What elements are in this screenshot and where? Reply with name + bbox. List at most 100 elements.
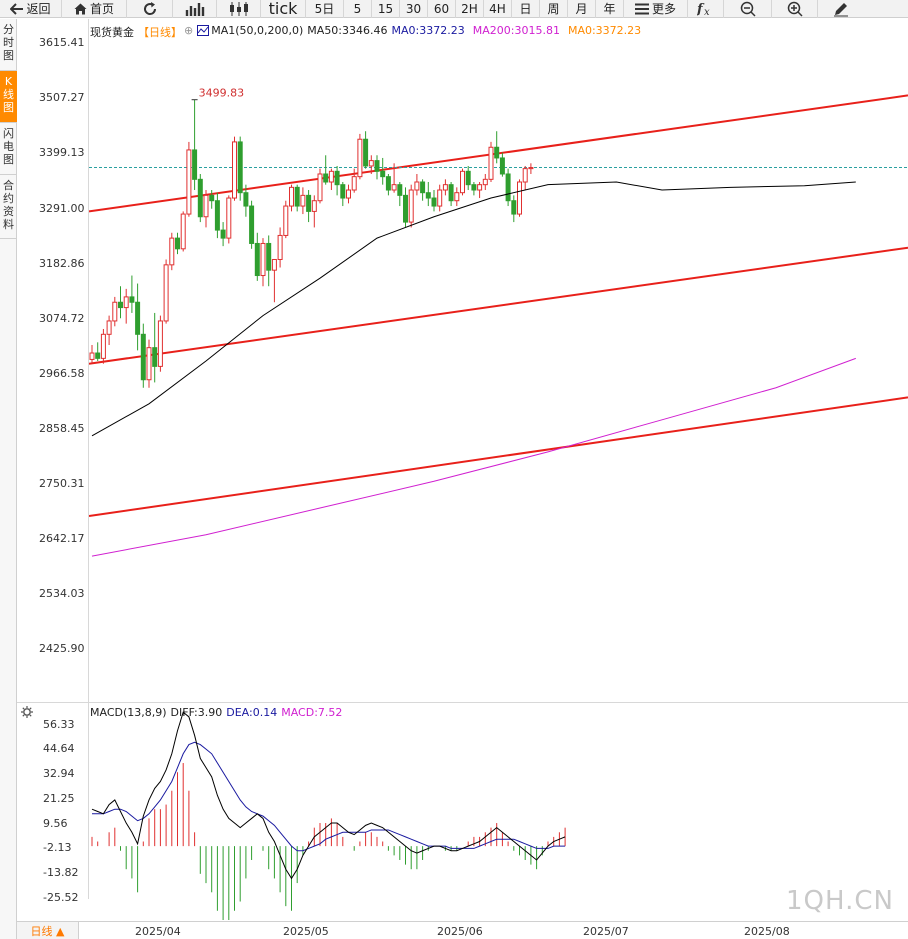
refresh-button[interactable] <box>127 0 173 18</box>
price-tick: 3507.27 <box>39 91 85 104</box>
candle-body <box>437 189 443 207</box>
period-15min[interactable]: 15 <box>372 0 400 18</box>
macd-params: MACD(13,8,9) <box>90 706 167 719</box>
candle-body <box>403 194 408 223</box>
price-tick: 3074.72 <box>39 312 85 325</box>
candle-body <box>118 301 123 309</box>
candle-body <box>135 301 141 335</box>
settings-icon[interactable] <box>21 706 33 718</box>
tick-button[interactable]: tick <box>261 0 306 18</box>
macd-tick: -2.13 <box>43 841 72 854</box>
candle-body <box>420 181 426 194</box>
candle-body <box>306 194 312 212</box>
toolbar: 返回 首页 tick 5日 5 15 30 60 2H 4H 日 周 月 年 更… <box>0 0 908 18</box>
date-tick: 2025/08 <box>744 925 790 938</box>
candle-body <box>146 347 152 381</box>
candle-body <box>106 320 112 335</box>
period-4h[interactable]: 4H <box>484 0 512 18</box>
candle-body <box>408 189 414 223</box>
macd-chart[interactable] <box>89 703 908 920</box>
macd-tick: 9.56 <box>43 817 68 830</box>
candle-body <box>197 178 203 218</box>
indicator-chart-icon <box>197 25 210 36</box>
candle-body <box>100 333 106 359</box>
period-label[interactable]: 【日线】 <box>138 26 182 39</box>
candle-body <box>357 138 363 178</box>
more-label: 更多 <box>651 2 676 16</box>
back-label: 返回 <box>26 2 51 16</box>
price-tick: 2642.17 <box>39 532 85 545</box>
candle-body <box>294 186 300 207</box>
candle-body <box>232 141 237 199</box>
tab-contract-info[interactable]: 合约资料 <box>0 175 17 239</box>
more-button[interactable]: 更多 <box>624 0 688 18</box>
period-30min[interactable]: 30 <box>400 0 428 18</box>
price-tick: 2750.31 <box>39 477 85 490</box>
candle-body <box>237 141 243 194</box>
candle-chart-type-button[interactable] <box>217 0 261 18</box>
candle-body <box>169 237 175 266</box>
candle-body <box>346 189 351 199</box>
candle-body <box>499 157 505 175</box>
period-60min[interactable]: 60 <box>428 0 456 18</box>
svg-text:f: f <box>697 2 705 16</box>
candle-body <box>351 176 357 191</box>
candle-body <box>180 213 186 250</box>
period-2h[interactable]: 2H <box>456 0 484 18</box>
high-price-label: 3499.83 <box>199 87 245 100</box>
tab-flash-chart[interactable]: 闪电图 <box>0 123 17 175</box>
candle-body <box>203 194 209 218</box>
macd-dif-line <box>91 711 566 880</box>
macd-tick: -13.82 <box>43 866 79 879</box>
candle-body <box>254 242 260 277</box>
candle-body <box>465 170 471 186</box>
candle-body <box>289 186 294 207</box>
draw-button[interactable] <box>818 0 864 18</box>
time-axis: 日线 ▲ 2025/04 2025/05 2025/06 2025/07 202… <box>17 921 908 939</box>
menu-icon <box>634 3 649 14</box>
tab-time-share[interactable]: 分时图 <box>0 19 17 71</box>
candle-body <box>328 170 334 183</box>
candle-body <box>442 184 448 191</box>
bar-chart-type-button[interactable] <box>173 0 217 18</box>
candle-body <box>334 170 340 186</box>
period-year[interactable]: 年 <box>596 0 624 18</box>
price-tick: 3399.13 <box>39 146 85 159</box>
ma50-value: MA50:3346.46 <box>307 24 388 37</box>
home-button[interactable]: 首页 <box>62 0 127 18</box>
candle-body <box>300 194 306 207</box>
period-selector-button[interactable]: 日线 ▲ <box>17 922 79 939</box>
candle-body <box>249 205 255 244</box>
symbol-name: 现货黄金 <box>90 26 134 39</box>
period-day[interactable]: 日 <box>512 0 540 18</box>
price-tick: 3291.00 <box>39 202 85 215</box>
period-5min[interactable]: 5 <box>344 0 372 18</box>
candle-body <box>494 146 500 159</box>
candle-body <box>220 229 226 239</box>
candlestick-chart[interactable]: 3499.83 <box>89 19 908 702</box>
candle-body <box>192 149 198 180</box>
candle-body <box>152 347 158 367</box>
candle-body <box>363 138 369 167</box>
macd-tick: -25.52 <box>43 891 79 904</box>
add-indicator-icon[interactable]: ⊕ <box>184 24 194 37</box>
bar-chart-icon <box>185 2 204 16</box>
period-week[interactable]: 周 <box>540 0 568 18</box>
price-axis: 3615.41 3507.27 3399.13 3291.00 3182.86 … <box>17 19 89 904</box>
macd-tick: 56.33 <box>43 718 75 731</box>
home-icon <box>74 3 87 14</box>
macd-tick: 32.94 <box>43 767 75 780</box>
macd-legend: MACD(13,8,9) DIFF:3.90 DEA:0.14 MACD:7.5… <box>90 706 346 719</box>
macd-dea-value: DEA:0.14 <box>226 706 278 719</box>
period-month[interactable]: 月 <box>568 0 596 18</box>
period-5day[interactable]: 5日 <box>306 0 344 18</box>
back-button[interactable]: 返回 <box>0 0 62 18</box>
zoom-out-button[interactable] <box>724 0 772 18</box>
price-tick: 3615.41 <box>39 36 85 49</box>
candle-body <box>454 192 460 202</box>
zoom-in-button[interactable] <box>772 0 818 18</box>
macd-tick: 21.25 <box>43 792 75 805</box>
candle-body <box>397 184 403 196</box>
